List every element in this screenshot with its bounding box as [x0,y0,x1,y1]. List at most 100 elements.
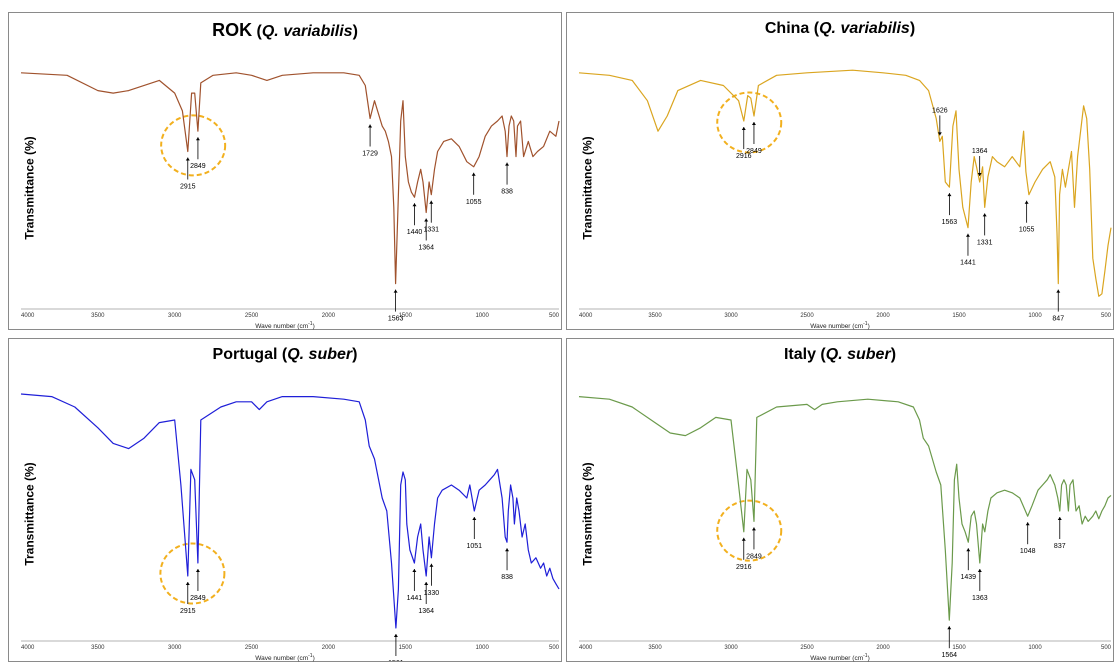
peak-arrowhead [947,626,952,630]
peak-label: 1330 [424,590,440,597]
x-axis-label-close: ) [312,655,315,662]
x-axis-label: Wave number (cm-1) [9,653,561,662]
x-axis-label-close: ) [312,323,315,330]
x-tick-label: 2500 [800,645,814,651]
spectrum-plot: 4000 3500 3000 2500 2000 1500 1000 500 2915 2849 1… [20,72,560,323]
panel-title: Italy (Q. suber) [567,346,1113,364]
peak-arrowhead [429,563,434,567]
x-tick-label: 500 [1101,313,1112,319]
title-paren-open: ( [277,346,288,363]
peak-label: 2916 [736,153,752,160]
spectrum-plot: 4000 3500 3000 2500 2000 1500 1000 500291628491… [578,396,1112,659]
peak-arrowhead [977,173,982,176]
x-axis-label-sup: -1 [308,652,313,659]
x-axis-label: Wave number (cm-1) [9,321,561,330]
y-axis-label-wrap: Transmittance (%) [579,379,597,649]
x-axis-label-text: Wave number (cm [255,655,309,662]
x-tick-label: 1500 [399,313,413,319]
title-country: ROK [212,20,253,40]
spectrum-panel-rok: 4000 3500 3000 2500 2000 1500 1000 500 2915 2849 1… [8,12,562,330]
peak-label: 838 [501,189,513,196]
peak-label: 1729 [362,151,378,158]
x-tick-label: 4000 [21,645,35,651]
peak-arrowhead [195,137,200,141]
peak-label: 838 [501,574,513,581]
peak-label: 1563 [942,219,958,226]
peak-label: 1331 [423,227,439,234]
highlight-circle [160,114,227,177]
peak-arrowhead [393,289,398,293]
title-genus: Q. [287,346,305,363]
spectrum-line [578,69,1112,297]
highlight-circle [716,499,783,562]
title-paren-close: ) [352,346,358,363]
x-axis-label-text: Wave number (cm [810,323,864,330]
x-tick-label: 2500 [245,645,259,651]
x-tick-label: 3000 [724,645,738,651]
peak-arrowhead [1024,200,1029,204]
peak-label: 1048 [1020,548,1036,555]
x-tick-label: 1000 [475,313,489,319]
y-axis-label: Transmittance (%) [23,462,38,566]
peak-label: 1564 [941,652,957,659]
x-tick-label: 500 [549,313,560,319]
x-tick-label: 1500 [952,313,966,319]
peak-arrowhead [195,569,200,572]
x-axis-label-close: ) [867,323,870,330]
peak-arrowhead [977,569,982,572]
x-tick-label: 4000 [579,645,593,651]
y-axis-label: Transmittance (%) [581,462,596,566]
peak-label: 1364 [972,148,988,155]
peak-arrowhead [947,193,952,197]
title-paren-close: ) [909,20,916,37]
title-genus: Q. [261,23,279,40]
title-genus: Q. [825,346,843,363]
x-tick-label: 4000 [579,313,593,319]
peak-label: 1439 [960,574,976,581]
highlight-circle [159,542,226,605]
x-axis-label-text: Wave number (cm [255,323,309,330]
peak-label: 2849 [190,163,206,170]
peak-arrowhead [424,218,429,222]
title-species: suber [847,346,891,363]
x-tick-label: 3000 [724,313,738,319]
panel-title: ROK (Q. variabilis) [9,20,561,41]
highlight-circle [716,91,783,154]
peak-label: 1363 [972,595,988,602]
peak-arrowhead [966,548,971,552]
x-tick-label: 1500 [399,645,413,651]
y-axis-label-wrap: Transmittance (%) [579,53,597,323]
x-axis-label-sup: -1 [308,320,313,327]
title-paren-close: ) [890,346,897,363]
x-tick-label: 4000 [21,313,35,319]
peak-arrowhead [505,548,510,552]
title-species: variabilis [283,23,353,40]
spectrum-line [578,396,1112,621]
peak-arrowhead [1056,289,1061,293]
x-tick-label: 1000 [475,645,489,651]
x-tick-label: 3500 [91,645,105,651]
spectrum-plot: 4000 3500 3000 2500 2000 1500 1000 500291628491… [578,69,1112,323]
peak-label: 1055 [466,199,482,206]
y-axis-label: Transmittance (%) [23,136,38,240]
peak-arrowhead [412,569,417,572]
title-species: variabilis [840,20,910,37]
peak-arrowhead [741,537,746,541]
x-axis-label-sup: -1 [863,320,868,327]
peak-label: 1626 [932,107,948,114]
x-axis-label: Wave number (cm-1) [567,321,1113,330]
peak-arrowhead [185,157,190,161]
peak-label: 2849 [746,148,762,155]
x-tick-label: 3500 [648,645,662,651]
x-tick-label: 2500 [245,313,259,319]
peak-label: 2915 [180,184,196,191]
peak-arrowhead [751,527,756,531]
title-genus: Q. [819,20,836,37]
peak-label: 2916 [736,564,752,571]
x-tick-label: 3500 [648,313,662,319]
title-paren-close: ) [352,23,358,40]
peak-arrowhead [965,233,970,237]
spectrum-panel-italy: 4000 3500 3000 2500 2000 1500 1000 500 2916 2849 1… [566,338,1114,662]
peak-arrowhead [1057,517,1062,520]
x-axis-label-close: ) [867,655,870,662]
